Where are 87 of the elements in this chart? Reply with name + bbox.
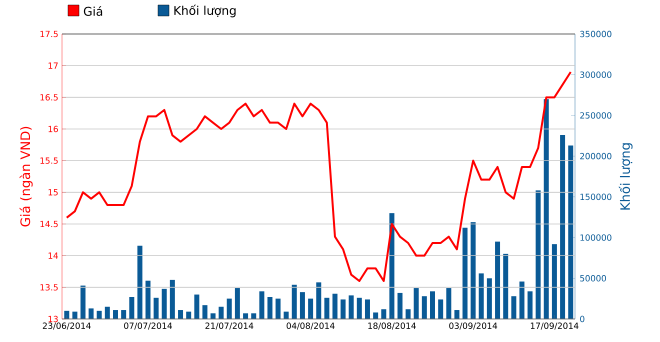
bar — [88, 308, 94, 319]
bar — [170, 280, 175, 319]
y-tick-label: 16 — [48, 126, 58, 132]
y2-tick-label: 150000 — [580, 194, 612, 200]
bar — [316, 282, 322, 319]
bar — [202, 305, 208, 319]
y-tick-label: 13.5 — [40, 284, 58, 291]
bar — [276, 298, 281, 319]
bar — [113, 310, 118, 319]
y-tick-label: 14.5 — [40, 220, 58, 228]
bar — [495, 242, 500, 319]
bar — [300, 292, 305, 319]
bar — [121, 310, 126, 319]
bar — [162, 288, 167, 319]
bar — [406, 309, 411, 319]
bar — [154, 298, 159, 319]
y-axis-title: Giá (ngàn VND) — [20, 126, 33, 226]
bar — [536, 190, 541, 319]
bar — [186, 312, 192, 319]
bar — [129, 297, 134, 319]
y-tick-label: 15 — [48, 189, 58, 196]
bar — [511, 296, 516, 319]
bar — [552, 244, 557, 319]
bar — [96, 310, 102, 319]
bar — [528, 291, 533, 319]
bar — [348, 295, 354, 319]
bar — [389, 213, 394, 319]
bar — [267, 297, 272, 319]
x-tick-label: 23/06/2014 — [42, 322, 91, 330]
bar — [259, 291, 264, 319]
y-tick-label: 13 — [48, 316, 58, 322]
bar — [470, 222, 476, 319]
bar — [340, 299, 346, 319]
bar — [422, 296, 427, 319]
y-tick-label: 16.5 — [40, 94, 58, 101]
bar — [292, 284, 297, 319]
bar — [519, 282, 524, 319]
bar — [430, 291, 436, 319]
bar — [218, 306, 224, 319]
y2-tick-label: 100000 — [580, 234, 612, 241]
bar — [308, 298, 314, 319]
bar — [194, 294, 200, 319]
bar — [503, 254, 508, 319]
y-tick-label: 14 — [48, 252, 58, 259]
y2-axis-title: Khối lượng — [618, 143, 633, 210]
bar — [486, 278, 492, 319]
bar — [146, 280, 151, 319]
bar — [373, 312, 378, 319]
x-tick-label: 18/08/2014 — [368, 322, 416, 330]
y-tick-label: 17.5 — [40, 30, 58, 38]
bar — [356, 298, 362, 319]
bar — [324, 298, 330, 319]
x-tick-label: 03/09/2014 — [449, 322, 498, 330]
legend-label: Khối lượng — [174, 4, 236, 18]
bar — [478, 273, 484, 319]
x-tick-label: 04/08/2014 — [286, 322, 335, 330]
bar — [560, 134, 566, 319]
bar — [397, 292, 402, 319]
y-tick-label: 15.5 — [40, 158, 58, 164]
x-tick-label: 21/07/2014 — [205, 322, 254, 330]
bar — [544, 99, 549, 319]
x-tick-label: 17/09/2014 — [530, 322, 578, 330]
x-tick-label: 07/07/2014 — [124, 322, 172, 330]
bar — [446, 288, 452, 319]
bar — [364, 299, 370, 319]
bar — [381, 309, 386, 319]
y2-tick-label: 350000 — [580, 30, 612, 38]
y2-tick-label: 250000 — [580, 112, 612, 119]
y2-tick-label: 0 — [580, 316, 584, 322]
bar — [438, 299, 444, 319]
bar — [72, 312, 78, 319]
bar — [104, 306, 110, 319]
bar — [137, 246, 142, 319]
legend-label: Giá — [84, 6, 102, 16]
y2-tick-label: 50000 — [580, 275, 606, 282]
bar — [332, 294, 338, 319]
y-tick-label: 17 — [48, 62, 58, 69]
y2-tick-label: 300000 — [580, 71, 612, 78]
bar — [80, 286, 86, 319]
bar — [414, 288, 419, 319]
bar — [178, 310, 184, 319]
y2-tick-label: 200000 — [580, 152, 612, 160]
bar — [284, 312, 289, 319]
bar — [462, 228, 468, 319]
bar — [454, 310, 460, 319]
bar — [234, 288, 240, 319]
bar — [226, 298, 232, 319]
